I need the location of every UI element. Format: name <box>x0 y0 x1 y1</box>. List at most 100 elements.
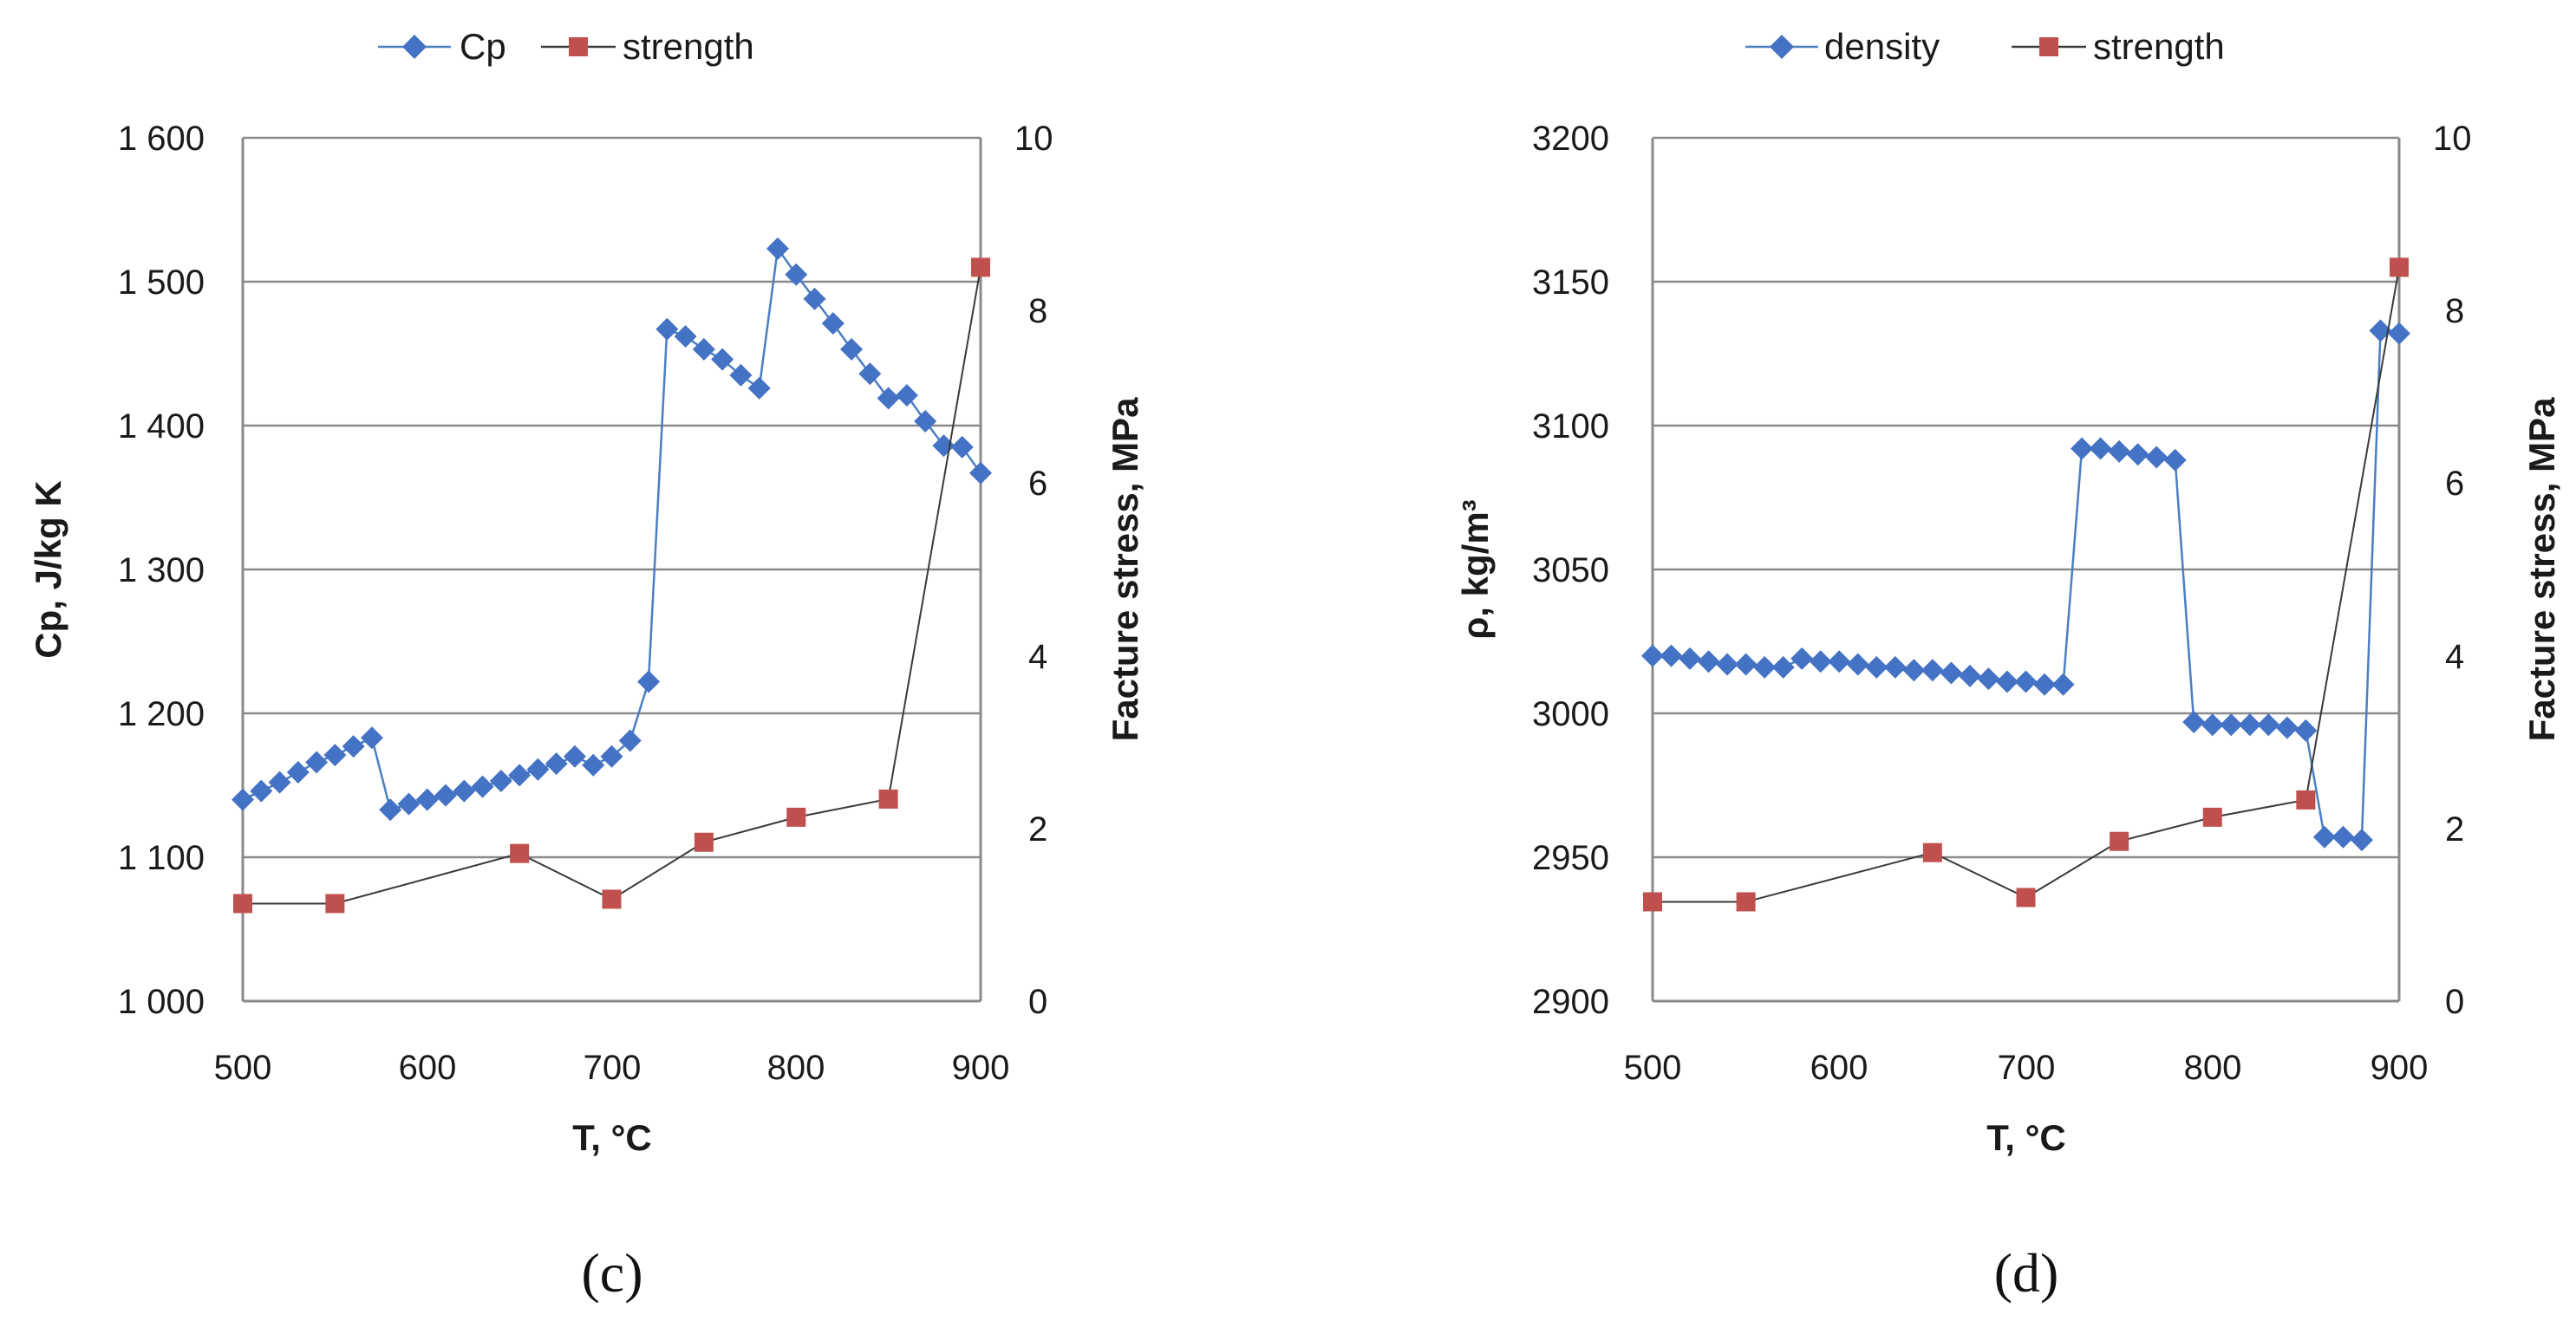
density-point <box>2275 716 2299 739</box>
y2-tick-label: 8 <box>2445 292 2464 330</box>
y2-tick-label: 4 <box>1028 638 1047 676</box>
y2-ticks-d: 0 2 4 6 8 10 <box>2433 120 2472 1021</box>
density-point <box>1940 661 1963 685</box>
y2-tick-label: 6 <box>1028 465 1047 503</box>
density-point <box>2089 437 2112 460</box>
x-tick-label: 600 <box>1810 1049 1868 1087</box>
Cp-point <box>729 363 753 387</box>
x-tick-label: 900 <box>2371 1049 2429 1087</box>
x-tick-label: 700 <box>584 1049 642 1087</box>
density-point <box>1977 667 2000 691</box>
series-cp <box>232 237 992 822</box>
y2-tick-label: 10 <box>1014 120 1053 158</box>
density-point <box>1883 655 1907 679</box>
strength-point <box>2110 831 2129 851</box>
y2-tick-label: 0 <box>1028 983 1047 1021</box>
y2-tick-label: 8 <box>1028 292 1047 330</box>
x-ticks-d: 500 600 700 800 900 <box>1624 1049 2429 1087</box>
y-ticks-c: 1 000 1 100 1 200 1 300 1 400 1 500 1 60… <box>118 120 205 1021</box>
Cp-point <box>415 788 439 811</box>
strength-point <box>325 894 345 914</box>
chart-panel-c: Cp strength 500 600 700 800 900 1 000 <box>28 26 1145 1304</box>
Cp-point <box>950 435 974 459</box>
Cp-point <box>747 376 771 400</box>
density-point <box>1734 653 1758 676</box>
legend-marker-strength <box>2039 37 2058 56</box>
Cp-point <box>840 338 864 361</box>
y-tick-label: 3100 <box>1532 407 1609 446</box>
y2-tick-label: 0 <box>2445 983 2464 1021</box>
density-point <box>2033 673 2057 696</box>
y2-tick-label: 6 <box>2445 465 2464 503</box>
density-point <box>2014 670 2038 693</box>
density-point <box>1921 659 1944 682</box>
Cp-point <box>711 348 734 371</box>
y-tick-label: 2900 <box>1532 983 1609 1021</box>
Cp-point <box>637 670 661 693</box>
x-tick-label: 500 <box>1624 1049 1682 1087</box>
series-strength-c <box>233 257 990 914</box>
Cp-line <box>242 245 982 811</box>
density-point <box>1697 650 1720 673</box>
density-point <box>1846 653 1869 676</box>
density-point <box>2294 719 2318 742</box>
density-point <box>2108 439 2131 463</box>
y-tick-label: 1 000 <box>118 983 205 1021</box>
y-axis-title-c: Cp, J/kg K <box>28 480 68 658</box>
density-point <box>2350 829 2373 852</box>
density-point <box>2163 448 2187 472</box>
series-strength-d <box>1643 257 2409 912</box>
Cp-point <box>785 263 808 286</box>
y2-tick-label: 4 <box>2445 638 2464 676</box>
legend-label-strength: strength <box>2093 26 2225 67</box>
Cp-point <box>526 758 550 781</box>
legend-label-cp: Cp <box>460 26 506 67</box>
panel-caption-d: (d) <box>1994 1242 2059 1304</box>
density-point <box>1809 650 1832 673</box>
Cp-point <box>397 792 421 816</box>
density-point <box>1865 655 1888 679</box>
chart-panel-d: density strength 500 600 700 800 900 29 <box>1455 26 2562 1304</box>
legend-marker-cp <box>402 35 427 59</box>
y-tick-label: 1 200 <box>118 695 205 733</box>
grid-d <box>1651 136 2401 1003</box>
Cp-point <box>821 312 845 335</box>
y-tick-label: 1 100 <box>118 839 205 877</box>
strength-point <box>971 257 990 277</box>
density-line <box>1653 328 2400 842</box>
strength-line <box>1653 267 2400 903</box>
density-point <box>1771 655 1795 679</box>
x-ticks-c: 500 600 700 800 900 <box>214 1049 1010 1087</box>
Cp-point <box>766 237 789 260</box>
strength-point <box>233 894 252 914</box>
density-point <box>2220 713 2243 737</box>
strength-point <box>2202 807 2222 827</box>
legend-label-strength: strength <box>623 26 754 67</box>
grid-c <box>241 136 982 1003</box>
y2-tick-label: 2 <box>1028 810 1047 849</box>
legend-label-density: density <box>1824 26 1940 67</box>
y-tick-label: 3050 <box>1532 551 1609 589</box>
x-tick-label: 800 <box>2184 1049 2242 1087</box>
y-tick-label: 2950 <box>1532 839 1609 877</box>
y-tick-label: 3000 <box>1532 695 1609 733</box>
density-point <box>2071 437 2094 460</box>
y-axis-title-d: ρ, kg/m³ <box>1455 499 1496 639</box>
y2-tick-label: 10 <box>2433 120 2472 158</box>
y2-axis-title-d: Facture stress, MPa <box>2521 397 2562 741</box>
strength-point <box>878 789 898 809</box>
x-tick-label: 500 <box>214 1049 272 1087</box>
Cp-point <box>563 745 586 768</box>
density-point <box>2201 713 2224 737</box>
Cp-point <box>803 287 826 310</box>
density-point <box>1790 647 1814 670</box>
strength-point <box>2390 257 2409 277</box>
panel-caption-c: (c) <box>581 1242 642 1304</box>
Cp-point <box>969 461 992 485</box>
Cp-point <box>323 744 347 767</box>
y-tick-label: 1 600 <box>118 120 205 158</box>
Cp-point <box>250 779 273 803</box>
legend-marker-density <box>1770 35 1794 59</box>
Cp-point <box>434 784 458 807</box>
y-tick-label: 1 300 <box>118 551 205 589</box>
